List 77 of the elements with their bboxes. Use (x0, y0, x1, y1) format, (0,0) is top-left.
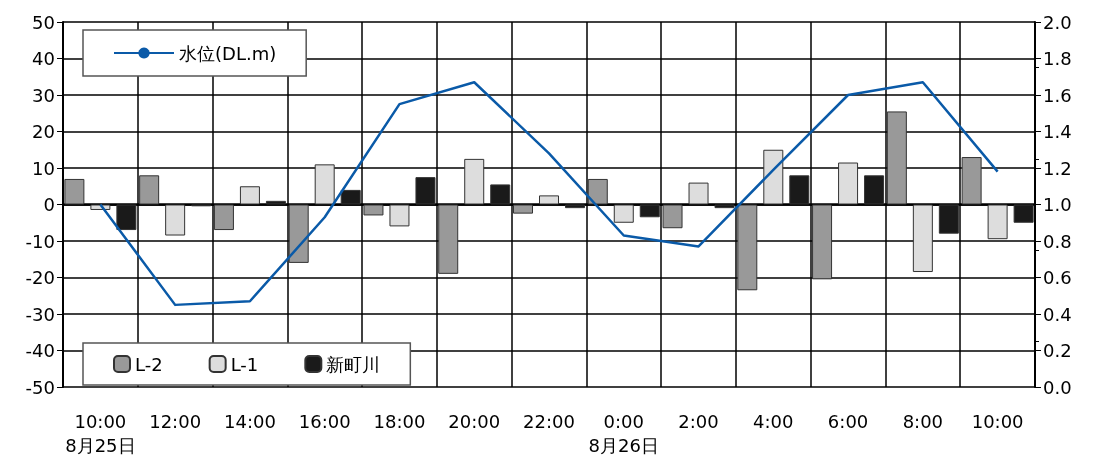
bar (812, 204, 833, 280)
bar (838, 162, 859, 205)
y-tick-label: -40 (25, 340, 55, 361)
x-tick-label: 22:00 (523, 410, 575, 432)
x-tick-label: 4:00 (753, 410, 794, 432)
bar (688, 182, 709, 205)
x-tick-label: 6:00 (827, 410, 869, 432)
line-series (99, 80, 999, 307)
bar (239, 186, 260, 205)
legend-label: L-2 (135, 353, 163, 375)
bar (961, 157, 982, 205)
y2-tick-label: 0.8 (1043, 230, 1072, 252)
y2-tick-label: 2.0 (1043, 11, 1072, 33)
bar (288, 204, 309, 263)
bar (714, 204, 735, 209)
bar (415, 177, 436, 205)
x-tick-label: 20:00 (448, 410, 501, 432)
x-tick-label: 8:00 (902, 410, 944, 432)
x-tick-label: 2:00 (678, 410, 719, 432)
x-tick-label: 12:00 (149, 410, 202, 432)
y2-tick-label: 0.4 (1043, 303, 1072, 325)
bar (1013, 204, 1034, 223)
bar (314, 164, 335, 205)
legend-label: L-1 (230, 353, 259, 375)
y-tick-label: -20 (25, 267, 55, 288)
bar (938, 204, 959, 234)
bar (213, 204, 234, 231)
bar (639, 204, 660, 218)
y-tick-label: -10 (25, 230, 55, 252)
x-tick-label: 16:00 (298, 410, 351, 432)
x-tick-label: 10:00 8月25日 (65, 410, 136, 456)
y-tick-label: 10 (32, 157, 55, 179)
bar (116, 204, 137, 231)
y-tick-label: 50 (32, 11, 55, 33)
bar (490, 184, 511, 205)
bar (64, 178, 85, 205)
x-tick-label: 0:00 8月26日 (588, 410, 659, 456)
bar (265, 200, 286, 205)
y2-tick-label: 1.2 (1043, 157, 1072, 179)
y2-tick-label: 1.6 (1043, 84, 1072, 106)
legend-label: 水位(DL.m) (179, 42, 277, 64)
bar (565, 204, 585, 209)
bar (139, 175, 160, 205)
bar (587, 178, 608, 205)
y2-tick-label: 1.0 (1043, 194, 1072, 215)
y2-tick-label: 0.0 (1043, 376, 1072, 398)
bar (539, 195, 559, 205)
bar (864, 175, 885, 205)
bar (886, 111, 907, 205)
bar (389, 204, 410, 227)
y2-tick-label: 0.2 (1043, 340, 1072, 361)
x-tick-label: 14:00 (223, 410, 276, 432)
bar (737, 204, 758, 291)
legend-label: 新町川 (326, 353, 381, 375)
bar (340, 189, 361, 205)
bar (513, 204, 533, 214)
bar (987, 204, 1008, 240)
y-tick-label: 40 (32, 48, 55, 69)
y-tick-label: -30 (25, 303, 55, 325)
bar (613, 204, 634, 223)
bar (363, 204, 384, 216)
y-tick-label: 0 (43, 194, 55, 215)
bar (165, 204, 186, 236)
y2-tick-label: 0.6 (1043, 267, 1072, 288)
bar (763, 149, 784, 205)
bar (662, 204, 683, 229)
bar (464, 158, 485, 205)
bar (912, 204, 933, 273)
x-tick-label: 18:00 (373, 410, 426, 432)
y2-tick-label: 1.8 (1043, 48, 1072, 69)
y2-tick-label: 1.4 (1043, 121, 1072, 142)
bar (789, 175, 810, 205)
y-tick-label: -50 (25, 376, 55, 398)
y-tick-label: 20 (32, 121, 55, 142)
bar (438, 204, 459, 274)
y-tick-label: 30 (32, 84, 55, 106)
x-tick-label: 10:00 (971, 410, 1024, 432)
